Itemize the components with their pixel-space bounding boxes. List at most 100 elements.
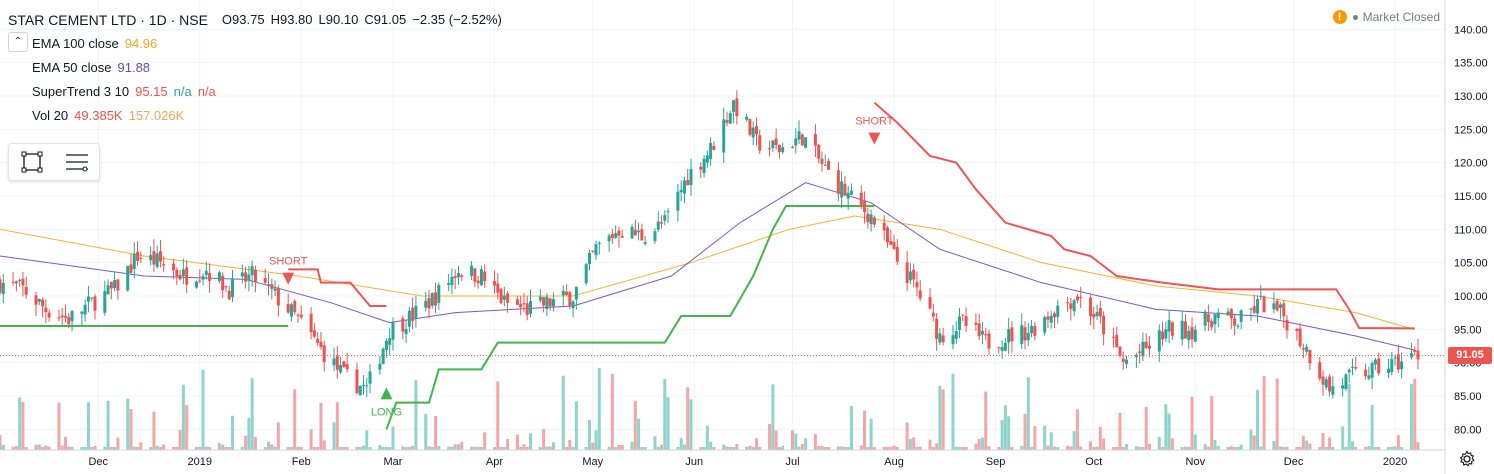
- ema100-line: [0, 215, 1415, 331]
- candle-body: [542, 297, 546, 306]
- volume-bar: [401, 446, 405, 450]
- volume-bar: [1377, 446, 1381, 450]
- volume-bar: [57, 402, 61, 450]
- volume-bar: [892, 445, 896, 450]
- indicator-row-volume[interactable]: Vol 20 49.385K 157.026K: [8, 104, 502, 128]
- candle-body: [951, 335, 955, 345]
- volume-bar: [1370, 405, 1374, 450]
- volume-bar: [24, 446, 28, 450]
- indicator-row-ema50[interactable]: EMA 50 close 91.88: [8, 56, 502, 80]
- volume-bar: [456, 444, 460, 450]
- candle-body: [57, 317, 61, 319]
- candle-body: [391, 322, 395, 340]
- volume-bar: [915, 446, 919, 450]
- chevron-up-icon[interactable]: ⌃: [8, 32, 28, 52]
- volume-bar: [660, 444, 664, 450]
- indicator-row-ema100[interactable]: ⌃ EMA 100 close 94.96: [8, 32, 502, 56]
- volume-bar: [1079, 446, 1083, 450]
- candle-body: [1324, 379, 1328, 388]
- volume-bar: [1239, 444, 1243, 450]
- volume-bar: [473, 446, 477, 450]
- candle-body: [633, 229, 637, 236]
- supertrend-down-segment: [288, 268, 387, 307]
- candle-body: [155, 253, 159, 267]
- symbol-title[interactable]: STAR CEMENT LTD · 1D · NSE: [8, 12, 208, 28]
- volume-bar: [709, 441, 713, 450]
- candle-body: [725, 120, 729, 123]
- object-tree-icon[interactable]: [54, 144, 99, 180]
- candle-body: [427, 297, 431, 309]
- warning-icon[interactable]: !: [1332, 10, 1347, 24]
- candle-body: [813, 134, 817, 146]
- candle-body: [1095, 312, 1099, 317]
- candle-body: [892, 242, 896, 249]
- candle-body: [931, 312, 935, 317]
- candle-body: [253, 269, 257, 282]
- volume-bar: [368, 446, 372, 450]
- volume-bar: [568, 439, 572, 450]
- volume-bar: [735, 443, 739, 450]
- volume-bar: [427, 446, 431, 450]
- candle-body: [162, 264, 166, 266]
- market-status[interactable]: ! Market Closed: [1332, 10, 1440, 24]
- volume-bar: [1102, 438, 1106, 450]
- candle-body: [591, 250, 595, 252]
- y-tick-label: 95.00: [1454, 324, 1482, 336]
- candle-body: [1295, 328, 1299, 332]
- volume-bar: [643, 446, 647, 450]
- candle-body: [840, 181, 844, 198]
- gear-icon[interactable]: [1458, 450, 1476, 468]
- candle-body: [568, 292, 572, 307]
- volume-bar: [424, 413, 428, 450]
- candle-body: [561, 290, 565, 296]
- candle-body: [849, 190, 853, 195]
- indicator-value: n/a: [197, 84, 216, 99]
- volume-bar: [404, 446, 408, 450]
- volume-bar: [813, 434, 817, 450]
- drawing-toolbox: [8, 143, 100, 181]
- volume-bar: [335, 402, 339, 450]
- candle-body: [1275, 300, 1279, 311]
- candle-body: [1157, 330, 1161, 352]
- status-dot-icon: [1352, 14, 1358, 20]
- volume-bars: [0, 367, 1420, 450]
- volume-bar: [522, 444, 526, 450]
- volume-bar: [912, 437, 916, 450]
- volume-bar: [551, 442, 555, 450]
- volume-bar: [388, 447, 392, 450]
- indicator-name: SuperTrend 3 10: [32, 84, 130, 99]
- candle-body: [60, 315, 64, 318]
- candle-body: [1167, 320, 1171, 332]
- x-tick-label: Dec: [88, 456, 108, 468]
- volume-bar: [175, 446, 179, 450]
- rectangle-select-icon[interactable]: [9, 144, 54, 180]
- candle-body: [1079, 296, 1083, 298]
- volume-bar: [1030, 446, 1034, 450]
- candles[interactable]: [0, 90, 1420, 399]
- candle-body: [90, 297, 94, 299]
- volume-bar: [938, 385, 942, 450]
- volume-bar: [935, 443, 939, 450]
- candle-body: [817, 144, 821, 159]
- candle-body: [1111, 336, 1115, 338]
- volume-bar: [1115, 446, 1119, 450]
- candle-body: [178, 274, 182, 280]
- candle-body: [774, 138, 778, 146]
- candle-body: [158, 251, 162, 262]
- candle-body: [1007, 329, 1011, 343]
- volume-bar: [1193, 434, 1197, 450]
- x-tick-label: 2020: [1383, 456, 1407, 468]
- volume-bar: [817, 446, 821, 450]
- volume-bar: [1249, 429, 1253, 450]
- volume-bar: [1328, 437, 1332, 450]
- indicator-row-supertrend[interactable]: SuperTrend 3 10 95.15 n/a n/a: [8, 80, 502, 104]
- volume-bar: [11, 446, 15, 450]
- volume-bar: [1157, 436, 1161, 450]
- candle-body: [381, 348, 385, 364]
- candle-body: [339, 365, 343, 373]
- candle-body: [24, 286, 28, 295]
- candle-body: [1252, 306, 1256, 313]
- volume-bar: [1416, 442, 1420, 450]
- candle-body: [1278, 304, 1282, 308]
